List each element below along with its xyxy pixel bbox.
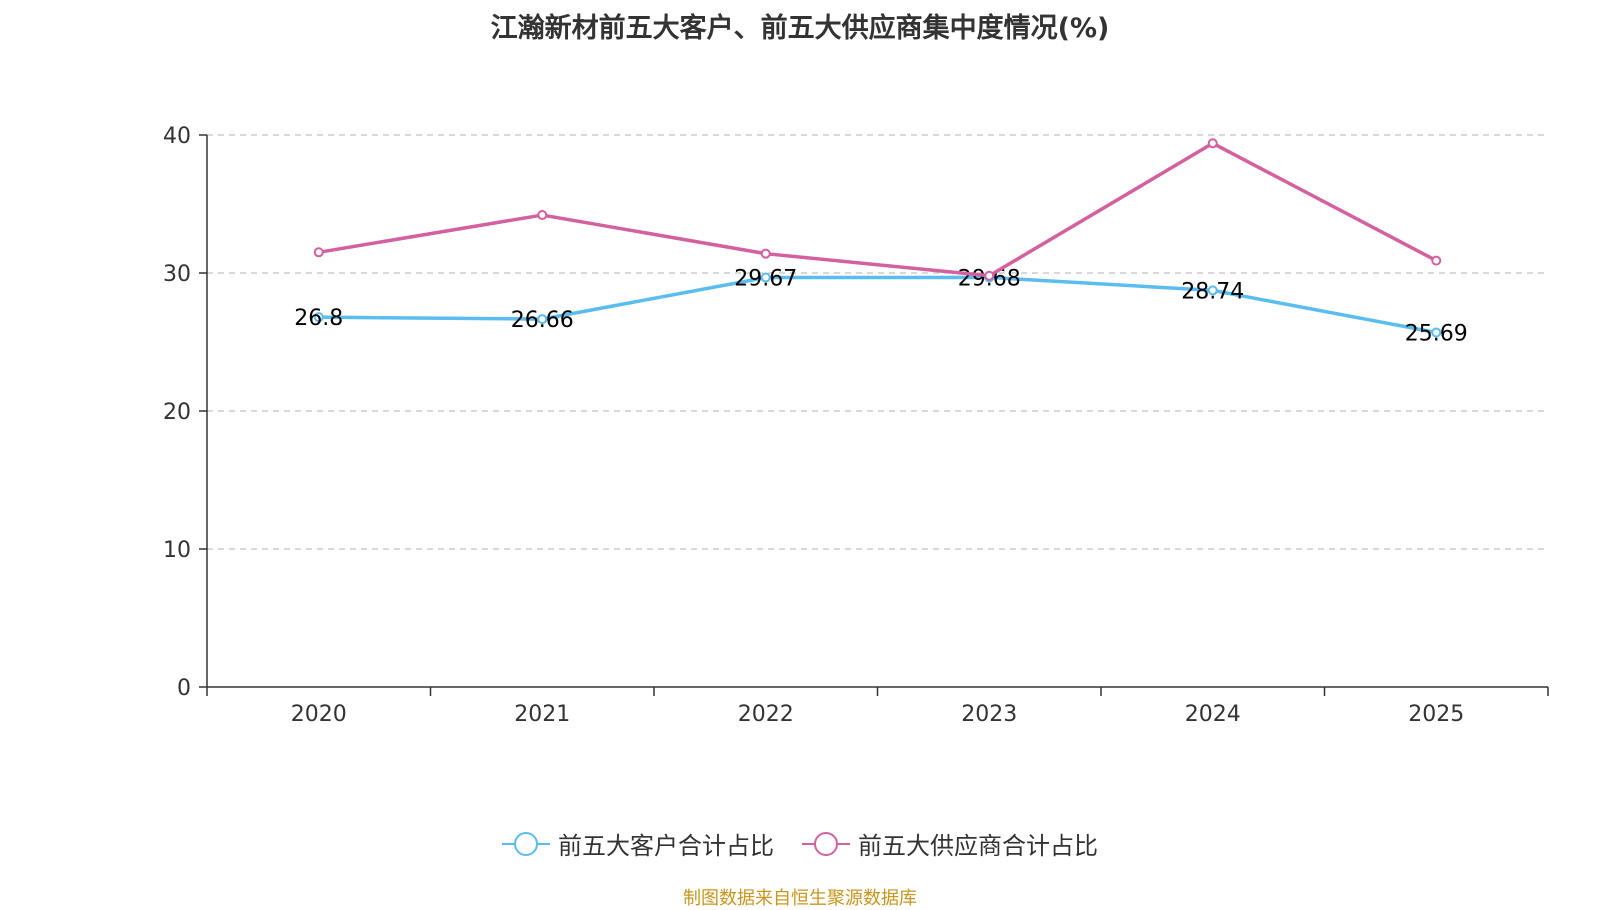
legend-marker-customers: [502, 831, 550, 856]
series-line-1: [318, 141, 1438, 278]
point-1-2024: [1207, 138, 1218, 149]
data-label-0-2020: 26.8: [294, 306, 343, 331]
legend: 前五大客户合计占比 前五大供应商合计占比: [0, 826, 1600, 861]
point-0-2020: [313, 312, 324, 323]
x-tick-label-2020: 2020: [291, 702, 347, 727]
point-0-2022: [760, 272, 771, 283]
line-chart: 0 10 20 30 40 2020 2021 2022 2023 2024 2025 26.8 26.…: [163, 124, 1549, 727]
y-tick-label-10: 10: [163, 538, 191, 563]
y-tick-label-40: 40: [163, 124, 191, 149]
data-label-0-2021: 26.66: [511, 308, 574, 333]
x-tick-label-2025: 2025: [1408, 702, 1464, 727]
point-0-2025: [1431, 327, 1442, 338]
data-label-0-2022: 29.67: [734, 267, 797, 292]
point-1-2022: [760, 248, 771, 259]
x-tick-label-2023: 2023: [961, 702, 1017, 727]
point-1-2025: [1431, 255, 1442, 266]
point-1-2023: [984, 270, 995, 281]
legend-item-suppliers[interactable]: 前五大供应商合计占比: [802, 826, 1098, 861]
x-tick-label-2022: 2022: [738, 702, 794, 727]
source-note: 制图数据来自恒生聚源数据库: [683, 888, 917, 909]
data-label-0-2025: 25.69: [1405, 321, 1468, 346]
point-0-2024: [1207, 285, 1218, 296]
legend-label-customers: 前五大客户合计占比: [558, 832, 774, 860]
legend-item-customers[interactable]: 前五大客户合计占比: [502, 826, 774, 861]
point-1-2021: [537, 210, 548, 221]
series-line-0: [318, 275, 1437, 335]
legend-marker-suppliers: [802, 831, 850, 856]
legend-label-suppliers: 前五大供应商合计占比: [858, 832, 1098, 860]
x-tick-label-2021: 2021: [514, 702, 570, 727]
data-label-0-2024: 28.74: [1181, 279, 1244, 304]
y-tick-label-30: 30: [163, 262, 191, 287]
y-tick-label-0: 0: [177, 676, 191, 701]
point-1-2020: [313, 247, 324, 258]
chart-title: 江瀚新材前五大客户、前五大供应商集中度情况(%): [490, 13, 1110, 44]
point-0-2021: [537, 314, 548, 325]
y-tick-label-20: 20: [163, 400, 191, 425]
x-tick-label-2024: 2024: [1185, 702, 1241, 727]
